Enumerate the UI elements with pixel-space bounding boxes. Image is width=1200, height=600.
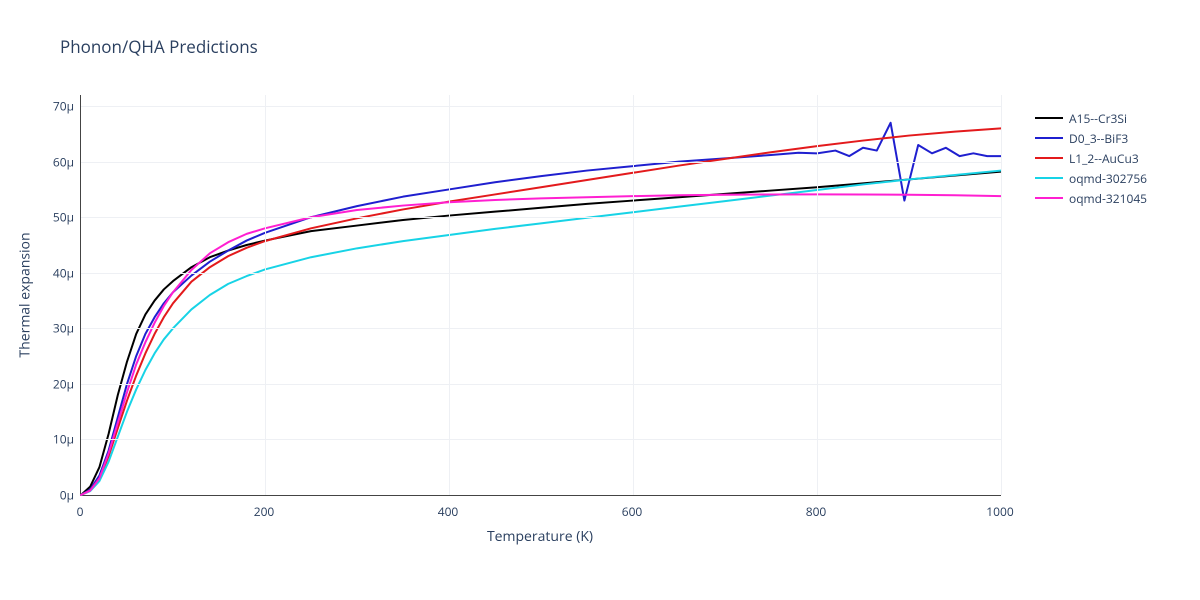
legend-label: oqmd-321045 xyxy=(1069,190,1147,207)
chart-lines xyxy=(81,95,1001,495)
y-tick-label: 30μ xyxy=(46,320,74,337)
gridline-horizontal xyxy=(81,439,1001,440)
x-axis-label: Temperature (K) xyxy=(487,527,593,546)
legend-label: D0_3--BiF3 xyxy=(1069,130,1128,147)
legend-item[interactable]: A15--Cr3Si xyxy=(1035,108,1147,128)
gridline-vertical xyxy=(817,95,818,495)
legend-item[interactable]: D0_3--BiF3 xyxy=(1035,128,1147,148)
x-tick-label: 0 xyxy=(77,503,84,520)
gridline-vertical xyxy=(1001,95,1002,495)
gridline-vertical xyxy=(265,95,266,495)
plot-area xyxy=(80,95,1001,496)
gridline-vertical xyxy=(449,95,450,495)
legend-label: oqmd-302756 xyxy=(1069,170,1147,187)
y-axis-label: Thermal expansion xyxy=(16,232,35,357)
y-tick-label: 60μ xyxy=(46,153,74,170)
legend-item[interactable]: oqmd-321045 xyxy=(1035,188,1147,208)
gridline-horizontal xyxy=(81,162,1001,163)
gridline-vertical xyxy=(633,95,634,495)
y-tick-label: 40μ xyxy=(46,264,74,281)
x-tick-label: 400 xyxy=(438,503,459,520)
y-tick-label: 10μ xyxy=(46,431,74,448)
series-line xyxy=(81,172,1001,495)
gridline-horizontal xyxy=(81,273,1001,274)
legend-swatch xyxy=(1035,117,1063,119)
y-tick-label: 70μ xyxy=(46,98,74,115)
x-tick-label: 200 xyxy=(254,503,275,520)
gridline-horizontal xyxy=(81,328,1001,329)
y-tick-label: 0μ xyxy=(46,487,74,504)
legend-swatch xyxy=(1035,137,1063,139)
legend-label: L1_2--AuCu3 xyxy=(1069,150,1139,167)
legend-swatch xyxy=(1035,177,1063,179)
legend-swatch xyxy=(1035,157,1063,159)
y-tick-label: 50μ xyxy=(46,209,74,226)
gridline-horizontal xyxy=(81,384,1001,385)
legend-item[interactable]: L1_2--AuCu3 xyxy=(1035,148,1147,168)
x-tick-label: 1000 xyxy=(986,503,1013,520)
series-line xyxy=(81,194,1001,495)
x-tick-label: 600 xyxy=(622,503,643,520)
legend: A15--Cr3Si D0_3--BiF3 L1_2--AuCu3 oqmd-3027… xyxy=(1035,108,1147,208)
series-line xyxy=(81,171,1001,495)
y-tick-label: 20μ xyxy=(46,375,74,392)
gridline-horizontal xyxy=(81,106,1001,107)
x-tick-label: 800 xyxy=(806,503,827,520)
legend-item[interactable]: oqmd-302756 xyxy=(1035,168,1147,188)
legend-swatch xyxy=(1035,197,1063,199)
legend-label: A15--Cr3Si xyxy=(1069,110,1127,127)
chart-title: Phonon/QHA Predictions xyxy=(60,35,258,58)
gridline-horizontal xyxy=(81,217,1001,218)
